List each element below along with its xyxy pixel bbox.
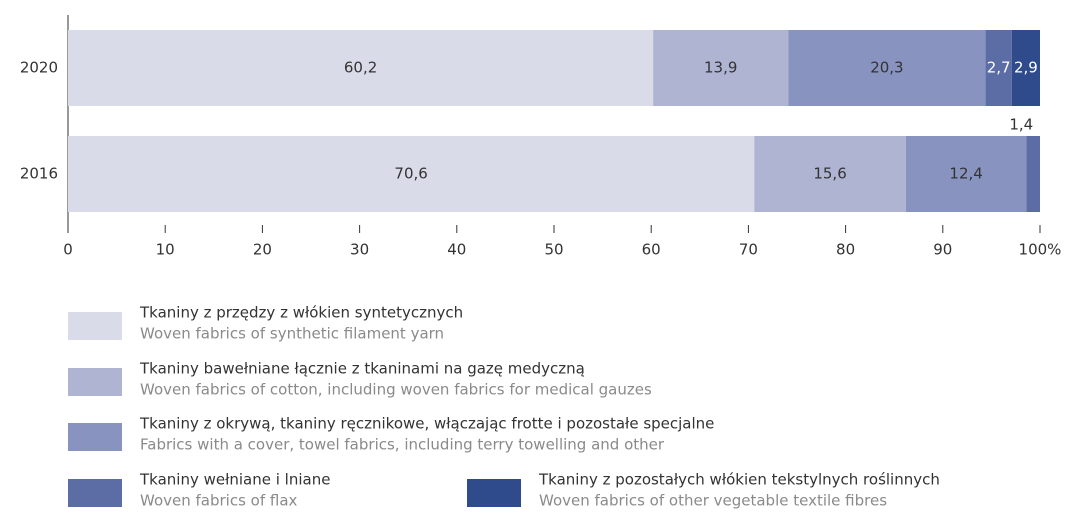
data-label: 13,9 bbox=[704, 59, 737, 77]
data-label: 70,6 bbox=[394, 165, 427, 183]
bar-segment bbox=[788, 30, 986, 106]
x-tick-label: 20 bbox=[253, 241, 272, 259]
bar-segment bbox=[1011, 30, 1040, 106]
data-label: 2,9 bbox=[1014, 59, 1038, 77]
data-label: 1,4 bbox=[1009, 116, 1033, 134]
x-tick-label: 0 bbox=[63, 241, 73, 259]
legend-swatch bbox=[68, 423, 122, 451]
y-tick-label: 2016 bbox=[20, 165, 58, 183]
legend-label-en: Woven fabrics of other vegetable textile… bbox=[539, 492, 887, 510]
x-tick-label: 80 bbox=[836, 241, 855, 259]
bar-segment bbox=[754, 136, 906, 212]
legend-label-en: Woven fabrics of cotton, including woven… bbox=[140, 381, 652, 399]
x-tick-label: 50 bbox=[544, 241, 563, 259]
x-tick-label: 70 bbox=[739, 241, 758, 259]
legend-label: Tkaniny wełniane i lniane bbox=[139, 471, 330, 489]
x-tick-label: 90 bbox=[933, 241, 952, 259]
legend-swatch bbox=[467, 479, 521, 507]
legend-label-en: Woven fabrics of flax bbox=[140, 492, 298, 510]
data-label: 60,2 bbox=[344, 59, 377, 77]
bar-segment bbox=[653, 30, 789, 106]
legend-label: Tkaniny z przędzy z włókien syntetycznyc… bbox=[139, 304, 463, 322]
data-label: 20,3 bbox=[870, 59, 903, 77]
legend-label-en: Woven fabrics of synthetic filament yarn bbox=[140, 325, 444, 343]
bar-segment bbox=[68, 136, 755, 212]
legend-label-en: Fabrics with a cover, towel fabrics, inc… bbox=[140, 436, 665, 454]
legend-label: Tkaniny z okrywą, tkaniny ręcznikowe, wł… bbox=[139, 415, 714, 433]
data-label: 2,7 bbox=[987, 59, 1011, 77]
bar-segment bbox=[1026, 136, 1040, 212]
bar-segment bbox=[68, 30, 654, 106]
legend-label: Tkaniny bawełniane łącznie z tkaninami n… bbox=[139, 360, 585, 378]
y-tick-label: 2020 bbox=[20, 59, 58, 77]
x-tick-label: 100% bbox=[1019, 241, 1062, 259]
legend-swatch bbox=[68, 479, 122, 507]
bar-segment bbox=[985, 30, 1012, 106]
legend-label: Tkaniny z pozostałych włókien tekstylnyc… bbox=[538, 471, 940, 489]
legend-swatch bbox=[68, 368, 122, 396]
x-tick-label: 10 bbox=[156, 241, 175, 259]
x-tick-label: 40 bbox=[447, 241, 466, 259]
data-label: 15,6 bbox=[813, 165, 846, 183]
bar-segment bbox=[905, 136, 1027, 212]
legend-swatch bbox=[68, 312, 122, 340]
data-label: 12,4 bbox=[949, 165, 982, 183]
x-tick-label: 60 bbox=[642, 241, 661, 259]
x-tick-label: 30 bbox=[350, 241, 369, 259]
